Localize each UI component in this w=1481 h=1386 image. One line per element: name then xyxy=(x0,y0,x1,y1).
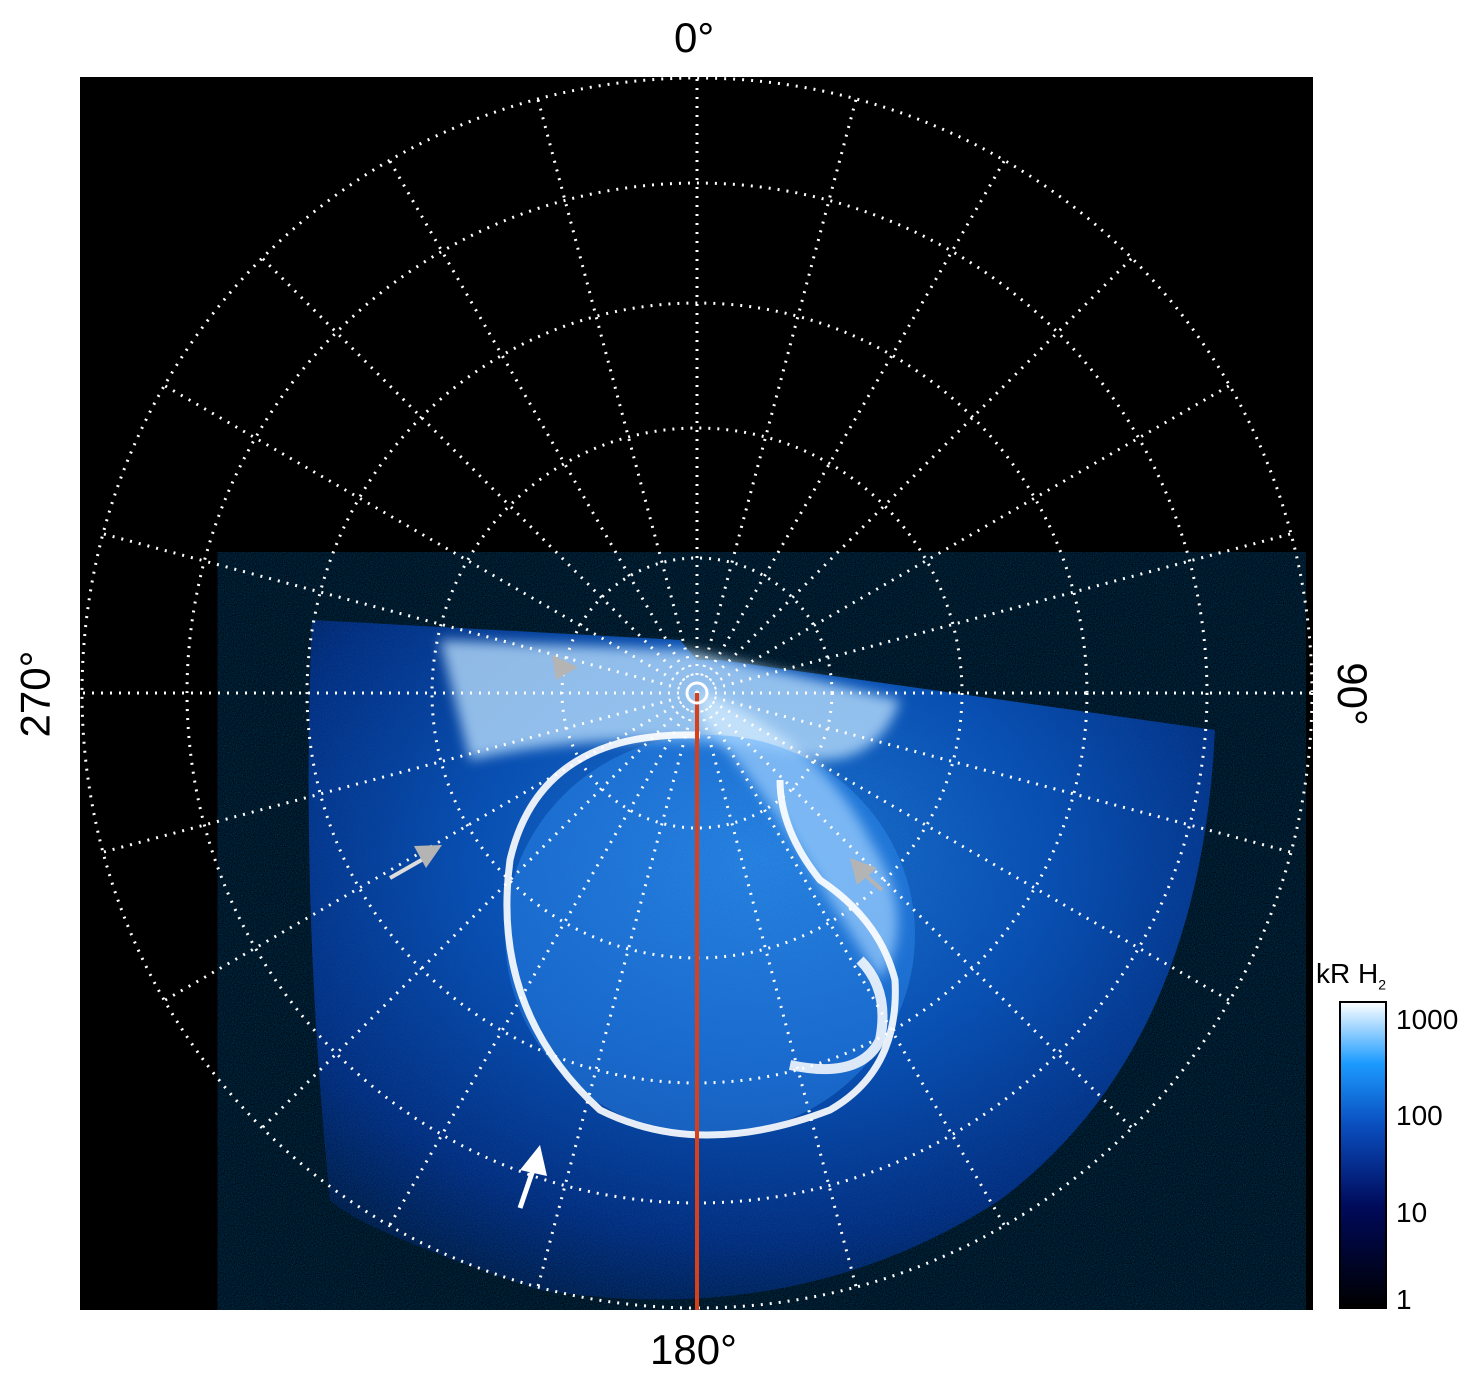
pole-marker xyxy=(685,681,709,705)
grid-meridian xyxy=(695,691,1133,1129)
grid-meridian xyxy=(695,159,1006,694)
arrow-white-bottom xyxy=(517,1145,547,1209)
label-90-deg: 90° xyxy=(1328,662,1376,726)
grid-meridian xyxy=(695,692,858,1288)
grid-meridian xyxy=(388,692,699,1227)
arrow-gray-right xyxy=(850,858,884,892)
arrow-gray-left xyxy=(389,845,442,880)
grid-meridian xyxy=(163,384,698,695)
colorbar-title-subscript: 2 xyxy=(1378,976,1387,993)
auroral-emission xyxy=(308,620,1216,1300)
grid-circle xyxy=(430,426,964,960)
grid-meridian xyxy=(696,691,1231,1002)
grid-meridian xyxy=(695,692,1006,1227)
grid-circle xyxy=(80,77,1313,1310)
arrow-gray-top xyxy=(552,655,578,680)
grid-meridian xyxy=(696,691,1292,854)
colorbar-title-text: kR H xyxy=(1316,958,1379,989)
grid-meridian xyxy=(102,532,698,695)
grid-meridian xyxy=(536,692,699,1288)
grid-meridian xyxy=(261,257,699,695)
grid-meridian xyxy=(695,257,1133,695)
colorbar-tick: 1 xyxy=(1396,1284,1412,1315)
colorbar xyxy=(1339,1001,1387,1309)
colorbar-title: kR H2 xyxy=(1316,958,1386,993)
grid-meridian xyxy=(696,384,1231,695)
grid-meridian xyxy=(261,691,699,1129)
colorbar-tick: 1000 xyxy=(1396,1004,1459,1035)
grid-meridian xyxy=(695,98,858,694)
label-270-deg: 270° xyxy=(11,650,59,738)
colorbar-tick: 100 xyxy=(1396,1100,1443,1131)
grid-meridian xyxy=(102,691,698,854)
label-0-deg: 0° xyxy=(674,14,715,61)
colorbar-tick: 10 xyxy=(1396,1197,1428,1228)
grid-meridian xyxy=(388,159,699,694)
grid-meridian xyxy=(536,98,699,694)
label-180-deg: 180° xyxy=(650,1326,737,1373)
grid-meridian xyxy=(696,532,1292,695)
